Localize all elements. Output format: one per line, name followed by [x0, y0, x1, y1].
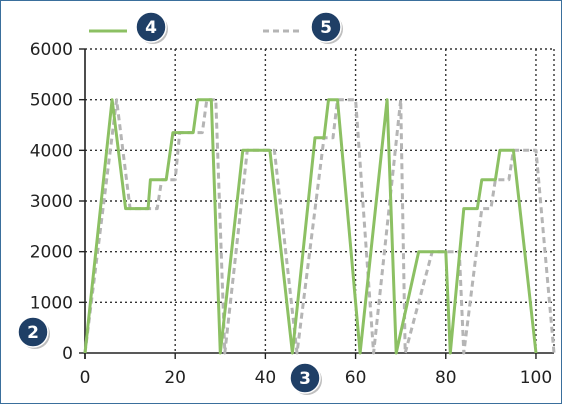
callout-badge [289, 362, 321, 394]
y-tick-label: 3000 [30, 192, 73, 212]
x-tick-label: 40 [255, 368, 277, 388]
x-tick-label: 100 [520, 368, 552, 388]
callout-badge [135, 11, 167, 43]
callout-badge-number: 5 [320, 18, 332, 38]
y-tick-label: 2000 [30, 243, 73, 263]
series-dashed-line [83, 98, 556, 355]
callout-badge-number: 3 [299, 369, 311, 389]
x-tick-label: 60 [345, 368, 367, 388]
callout-badge-number: 4 [145, 18, 157, 38]
callout-badge [310, 11, 342, 43]
x-tick-label: 20 [164, 368, 186, 388]
y-tick-label: 4000 [30, 141, 73, 161]
y-tick-label: 5000 [30, 91, 73, 111]
y-tick-label: 1000 [30, 293, 73, 313]
y-tick-label: 0 [62, 344, 73, 364]
x-tick-label: 0 [80, 368, 91, 388]
series-solid-line [83, 98, 538, 355]
callout-badge [17, 316, 49, 348]
y-tick-label: 6000 [30, 40, 73, 60]
x-tick-label: 80 [435, 368, 457, 388]
callout-badge-number: 2 [27, 323, 39, 343]
